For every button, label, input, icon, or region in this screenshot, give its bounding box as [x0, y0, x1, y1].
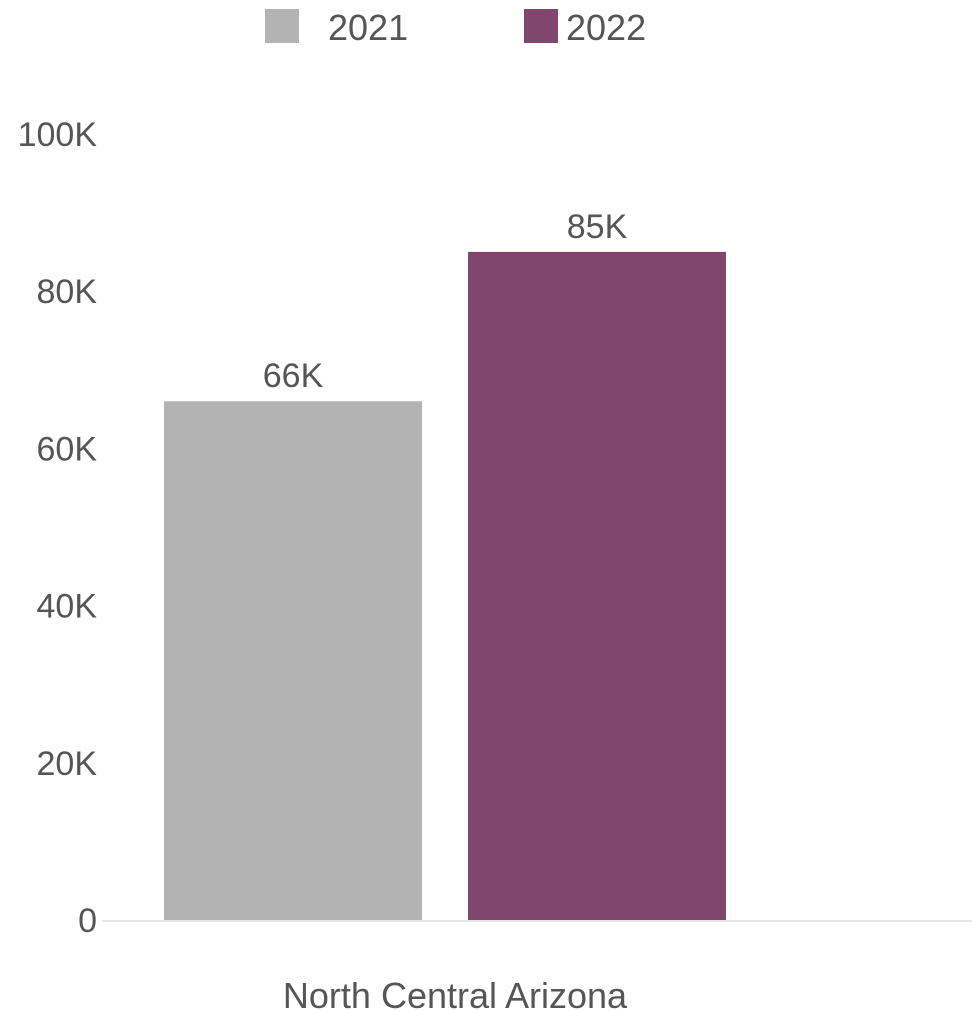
- y-tick-label: 100K: [18, 116, 98, 154]
- legend-label: 2022: [566, 7, 646, 48]
- y-tick-label: 20K: [37, 745, 98, 783]
- bar-2021: [164, 401, 422, 920]
- x-category-label: North Central Arizona: [283, 975, 628, 1011]
- legend-item-2021: 2021: [265, 7, 408, 48]
- data-label-2021: 66K: [263, 357, 324, 395]
- x-axis: North Central Arizona: [283, 975, 628, 1011]
- y-axis: 0 20K 40K 60K 80K 100K: [18, 116, 98, 940]
- bars: [164, 251, 726, 920]
- y-tick-label: 60K: [37, 430, 98, 468]
- y-tick-label: 40K: [37, 588, 98, 626]
- y-tick-label: 80K: [37, 273, 98, 311]
- legend-item-2022: 2022: [524, 7, 646, 48]
- legend-swatch: [265, 9, 299, 43]
- data-label-2022: 85K: [567, 208, 628, 246]
- value-labels: 66K 85K: [263, 208, 628, 395]
- y-tick-label: 0: [78, 902, 97, 940]
- legend: 2021 2022: [265, 7, 646, 48]
- legend-label: 2021: [328, 7, 408, 48]
- bar-2022: [468, 251, 726, 920]
- legend-swatch: [524, 9, 558, 43]
